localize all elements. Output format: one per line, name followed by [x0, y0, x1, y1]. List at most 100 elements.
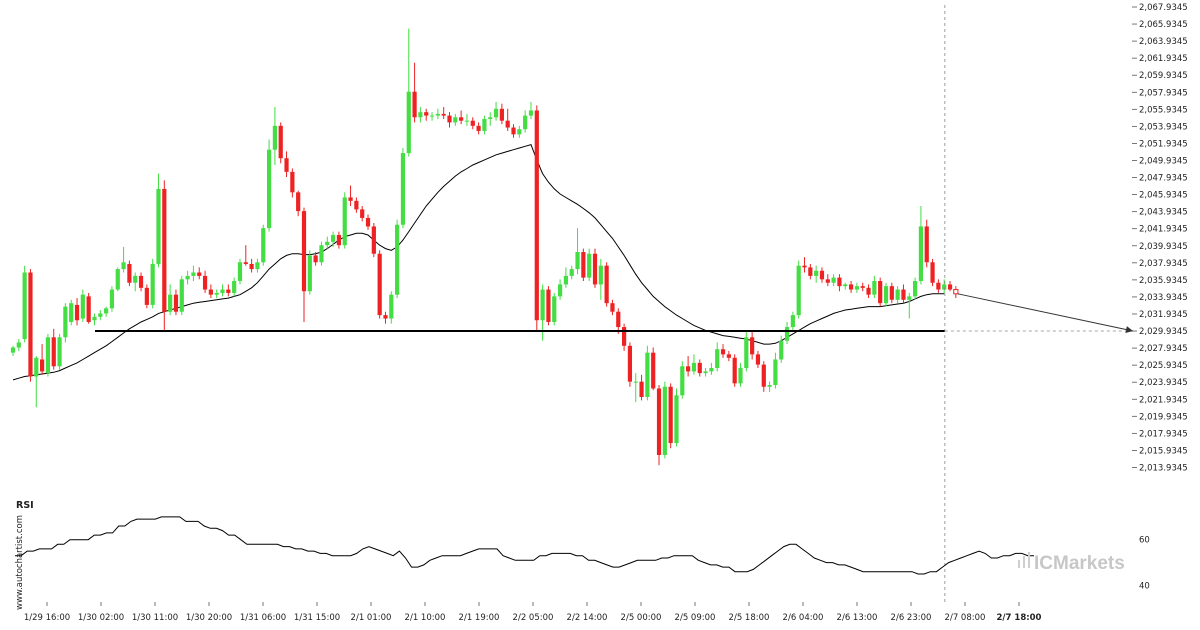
- candle: [604, 262, 609, 307]
- candle-body: [138, 275, 144, 288]
- candle: [150, 258, 155, 309]
- candle-body: [191, 272, 196, 276]
- candle: [179, 275, 184, 316]
- candle: [272, 107, 277, 166]
- candle: [365, 214, 371, 230]
- candle-body: [726, 354, 731, 358]
- candle: [51, 328, 56, 370]
- candle-body: [557, 284, 563, 297]
- candle-body: [732, 357, 737, 384]
- y-tick-label: 2,041.9345: [1139, 225, 1188, 235]
- candle-body: [784, 327, 790, 341]
- candle-body: [715, 349, 720, 368]
- candle-body: [266, 149, 272, 229]
- y-tick-label: 2,021.9345: [1139, 395, 1188, 405]
- y-tick-label: 2,053.9345: [1139, 122, 1188, 132]
- candle: [616, 308, 621, 334]
- candle: [482, 115, 487, 135]
- candle-body: [942, 284, 947, 290]
- x-tick-label: 2/5 00:00: [621, 613, 662, 623]
- candle: [808, 263, 813, 280]
- candle: [720, 344, 726, 358]
- candle: [732, 354, 737, 387]
- x-tick-label: 2/7 08:00: [945, 613, 986, 623]
- candle: [691, 354, 697, 375]
- overlay-layer: [95, 5, 1134, 605]
- candle: [191, 265, 196, 282]
- candle-body: [482, 119, 487, 131]
- candle-body: [540, 289, 545, 321]
- candle-body: [848, 284, 854, 290]
- y-tick-label: 2,045.9345: [1139, 191, 1188, 201]
- candle: [435, 108, 440, 120]
- price-plot-area: [10, 5, 1137, 483]
- candle-body: [57, 337, 62, 367]
- candle-body: [651, 352, 656, 389]
- candle-body: [418, 112, 423, 118]
- candle: [534, 105, 539, 331]
- candle-body: [371, 226, 376, 254]
- candle: [755, 350, 761, 368]
- candle: [237, 258, 243, 285]
- candle-body: [622, 327, 627, 346]
- candle-body: [790, 315, 795, 328]
- candle: [680, 361, 685, 399]
- candle-body: [441, 113, 446, 116]
- candle-body: [162, 188, 167, 312]
- candle: [493, 101, 499, 121]
- candle-body: [325, 241, 330, 246]
- candle: [261, 224, 266, 266]
- x-tick-label: 1/30 20:00: [186, 613, 232, 623]
- candle-body: [889, 286, 894, 300]
- candle: [552, 292, 557, 326]
- candle: [627, 342, 633, 387]
- candle: [633, 373, 638, 403]
- candle: [610, 299, 615, 316]
- candle-body: [656, 388, 662, 455]
- candle-body: [98, 313, 103, 317]
- candle: [226, 284, 231, 297]
- candle: [546, 286, 551, 326]
- y-tick-label: 2,039.9345: [1139, 242, 1188, 252]
- y-tick-label: 2,057.9345: [1139, 88, 1188, 98]
- candle-body: [703, 371, 708, 374]
- candle: [28, 269, 33, 382]
- candle-body: [92, 316, 97, 321]
- candle-body: [249, 263, 254, 270]
- candle-body: [220, 289, 225, 293]
- candle-body: [819, 270, 825, 280]
- candle-body: [534, 110, 539, 321]
- candle-body: [767, 385, 772, 387]
- x-tick-label: 1/29 16:00: [24, 613, 70, 623]
- candle: [57, 333, 62, 370]
- candle: [796, 260, 801, 319]
- candle: [16, 339, 21, 351]
- candle: [441, 107, 446, 120]
- candle-body: [686, 366, 691, 372]
- candle: [715, 342, 720, 372]
- candle: [197, 267, 202, 280]
- candle-body: [237, 262, 243, 282]
- candle: [266, 139, 272, 232]
- candle: [232, 277, 237, 297]
- candle-body: [197, 272, 202, 276]
- candle-body: [80, 294, 85, 319]
- candle-body: [86, 296, 91, 322]
- candle: [418, 107, 423, 123]
- candle-body: [127, 263, 132, 283]
- candle-body: [208, 289, 213, 295]
- y-tick-label: 2,017.9345: [1139, 429, 1188, 439]
- time-axis: 1/29 16:00 1/30 02:00 1/30 11:00 1/30 20:00…: [24, 602, 1042, 623]
- candle-body: [342, 197, 347, 246]
- candle-body: [814, 270, 819, 276]
- candle-body: [546, 289, 551, 322]
- y-tick-label: 2,035.9345: [1139, 276, 1188, 286]
- candle: [557, 279, 563, 300]
- candle-body: [883, 286, 889, 304]
- candle: [744, 330, 749, 372]
- candle: [511, 124, 516, 138]
- candle-body: [360, 209, 365, 218]
- candle-body: [296, 192, 301, 212]
- candle: [674, 388, 679, 447]
- y-tick-label: 2,023.9345: [1139, 378, 1188, 388]
